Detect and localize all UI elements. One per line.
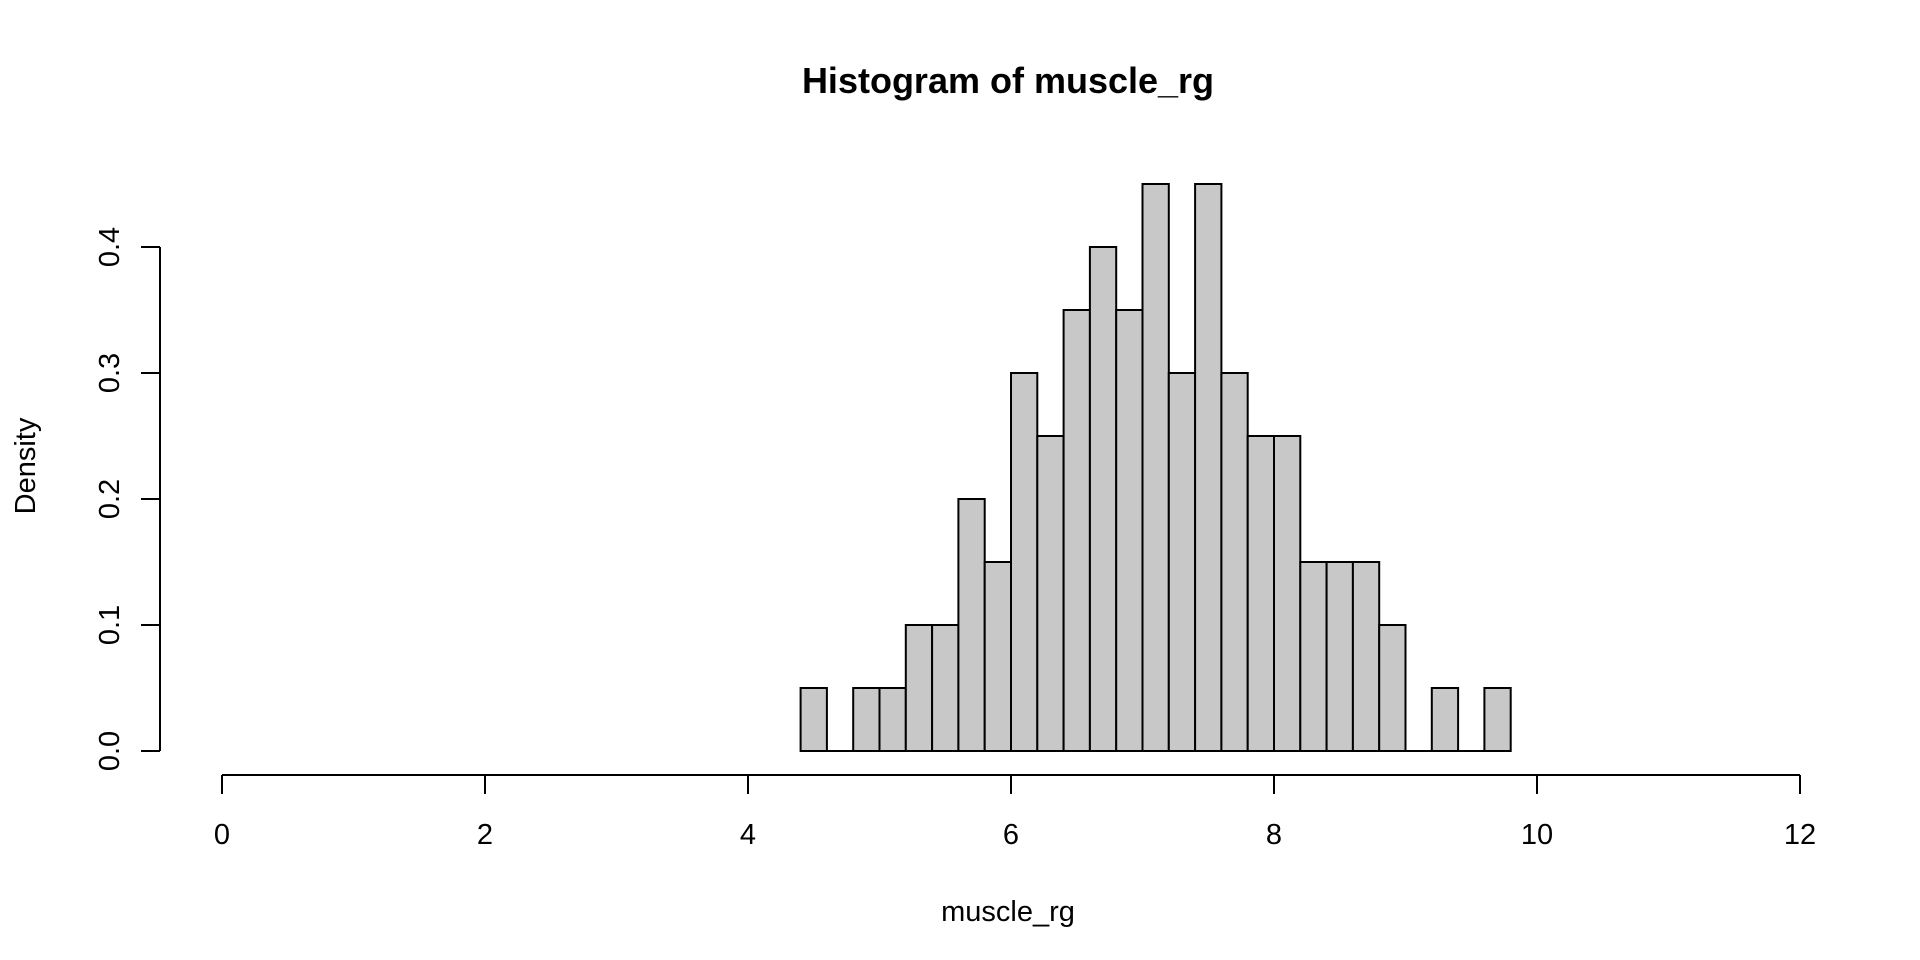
y-axis-ticks: 0.0 0.1 0.2 0.3 0.4	[94, 227, 160, 771]
histogram-bar	[1220, 372, 1249, 752]
histogram-bars	[799, 183, 1512, 752]
histogram-bar	[1167, 372, 1197, 752]
histogram-bar	[1325, 561, 1354, 752]
histogram-bar	[1430, 687, 1460, 752]
histogram-bar	[852, 687, 881, 752]
histogram-bar	[1273, 435, 1302, 752]
y-tick-label: 0.0	[94, 731, 126, 771]
y-axis: 0.0 0.1 0.2 0.3 0.4	[94, 227, 161, 771]
y-tick-label: 0.1	[94, 605, 126, 645]
histogram-bar	[1378, 624, 1407, 752]
histogram-bar	[799, 687, 828, 752]
histogram-bar	[1088, 246, 1118, 752]
histogram-bar	[1194, 183, 1223, 752]
histogram-bar	[904, 624, 934, 752]
chart-title: Histogram of muscle_rg	[802, 60, 1214, 101]
x-tick-label: 2	[477, 819, 493, 851]
histogram-bar	[1141, 183, 1170, 752]
histogram-bar	[1010, 372, 1039, 752]
histogram-bar	[1246, 435, 1275, 752]
histogram-bar	[983, 561, 1013, 752]
histogram-bar	[1299, 561, 1328, 752]
y-axis-title: Density	[10, 417, 42, 514]
x-tick-label: 8	[1266, 819, 1282, 851]
x-tick-label: 4	[740, 819, 756, 851]
histogram-bar	[878, 687, 907, 752]
x-axis: 0 2 4 6 8 10 12	[214, 774, 1816, 851]
x-axis-title: muscle_rg	[941, 896, 1075, 928]
histogram-bar	[1062, 309, 1091, 752]
x-tick-label: 6	[1003, 819, 1019, 851]
y-tick-label: 0.3	[94, 353, 126, 393]
x-axis-ticks: 0 2 4 6 8 10 12	[214, 775, 1816, 851]
y-tick-label: 0.2	[94, 479, 126, 519]
x-tick-label: 12	[1784, 819, 1816, 851]
histogram-bar	[957, 498, 986, 752]
histogram-bar	[931, 624, 960, 752]
histogram-bar	[1036, 435, 1065, 752]
histogram-bar	[1351, 561, 1381, 752]
y-tick-label: 0.4	[94, 227, 126, 267]
x-tick-label: 0	[214, 819, 230, 851]
histogram-bar	[1115, 309, 1144, 752]
histogram-bar	[1483, 687, 1512, 752]
x-tick-label: 10	[1521, 819, 1553, 851]
